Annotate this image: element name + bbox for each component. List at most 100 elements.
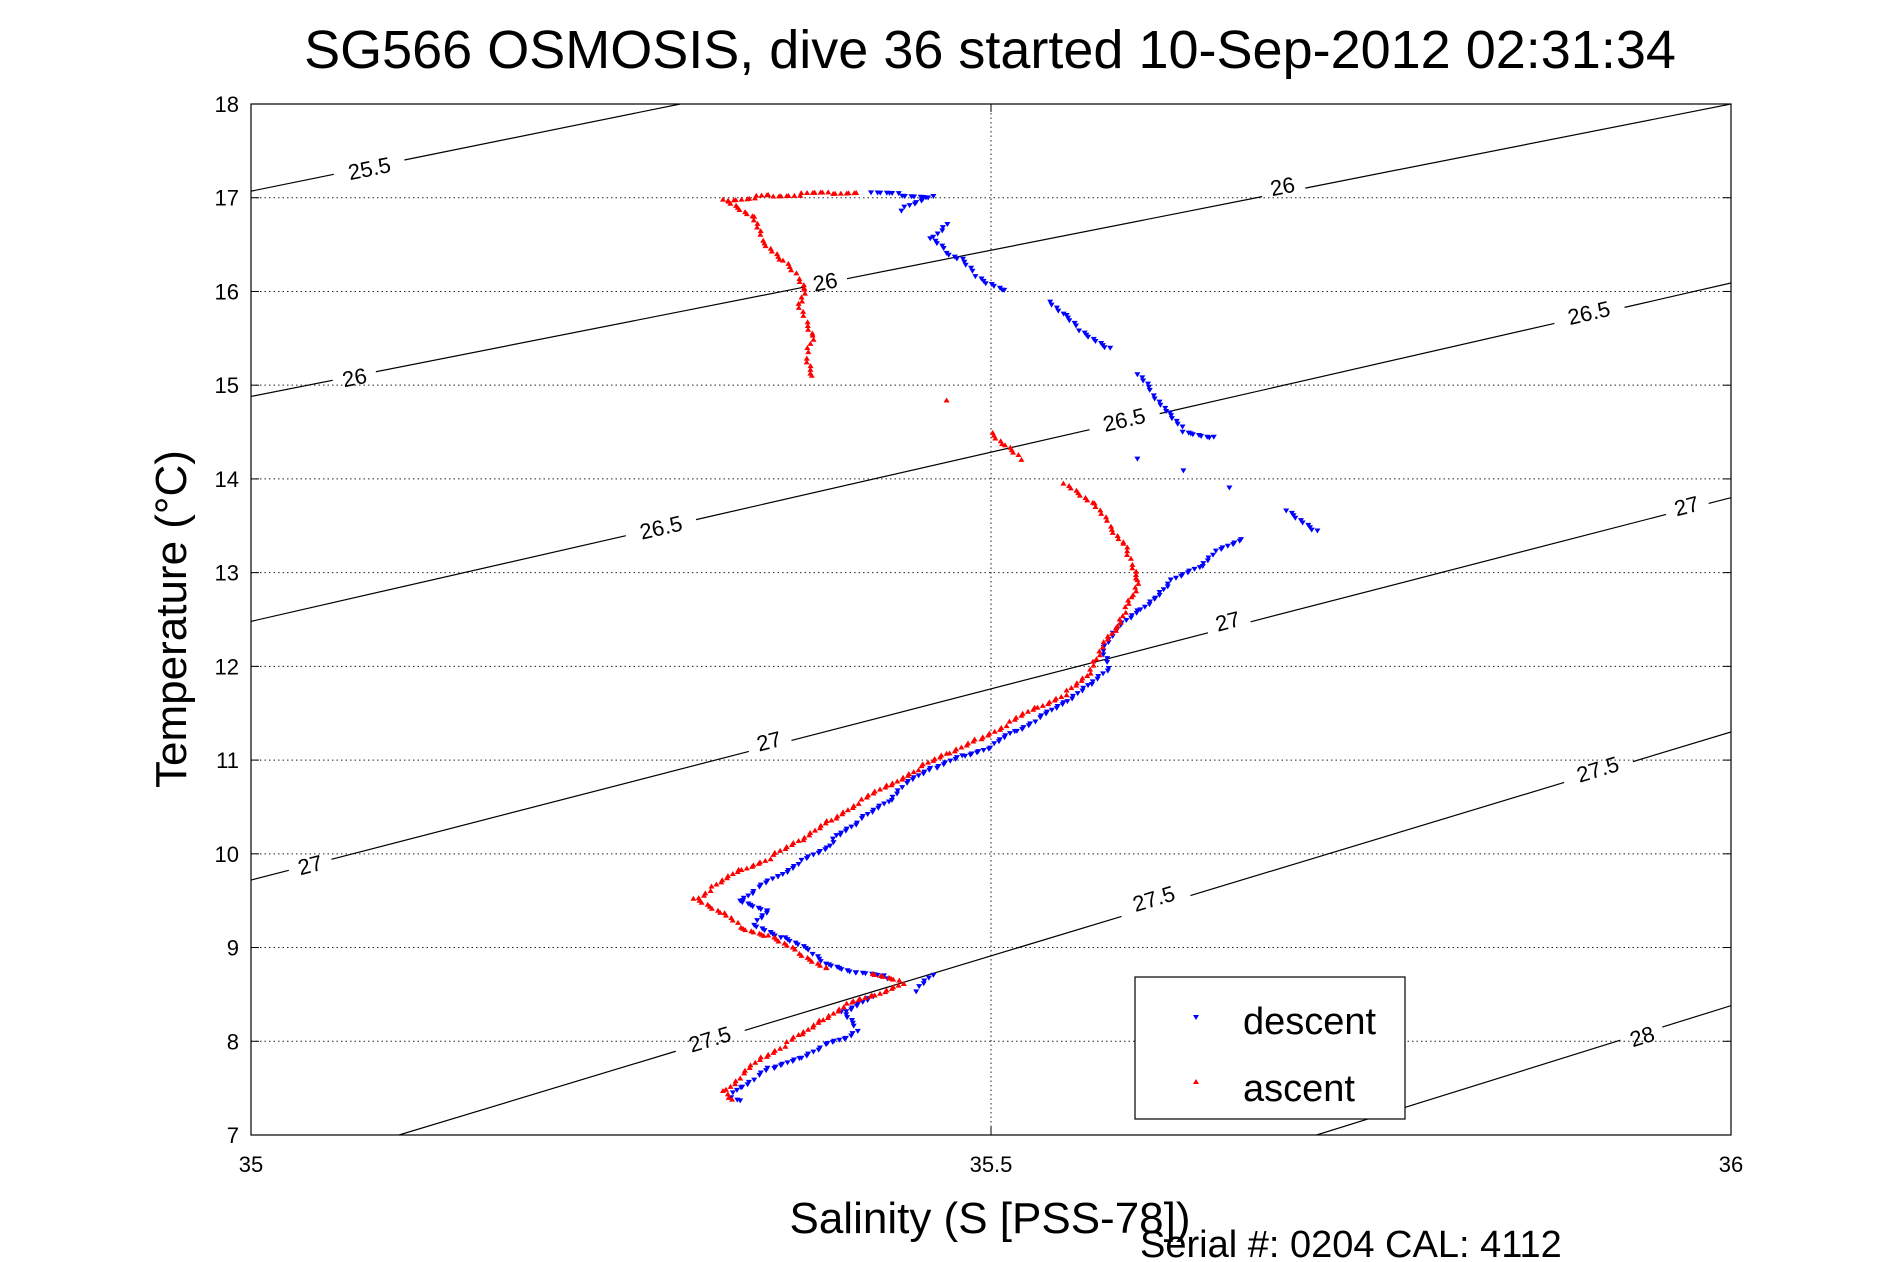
- descent-point: [796, 1056, 803, 1062]
- ascent-point: [795, 300, 802, 306]
- descent-point: [960, 256, 966, 262]
- ascent-point: [1100, 639, 1107, 645]
- descent-point: [795, 861, 802, 867]
- descent-point: [934, 765, 941, 771]
- descent-point: [849, 1017, 855, 1023]
- descent-point: [1069, 693, 1076, 699]
- ascent-point: [1129, 565, 1136, 571]
- descent-point: [846, 969, 853, 975]
- descent-point: [1196, 565, 1203, 571]
- ascent-point: [808, 372, 815, 378]
- ascent-point: [871, 972, 878, 978]
- descent-point: [913, 989, 920, 995]
- ascent-point: [817, 189, 824, 195]
- descent-point: [1100, 648, 1107, 654]
- descent-point: [1174, 421, 1181, 427]
- descent-point: [1167, 410, 1174, 416]
- contour-label: 28: [1627, 1021, 1658, 1052]
- ascent-point: [1093, 656, 1100, 662]
- descent-point: [1001, 287, 1008, 293]
- contour-line-26-5: [1624, 282, 1731, 308]
- descent-point: [939, 225, 946, 231]
- descent-point: [775, 874, 781, 880]
- descent-point: [733, 1087, 740, 1093]
- ascent-point: [1018, 712, 1025, 718]
- ascent-point: [1125, 600, 1132, 606]
- legend-box: [1134, 976, 1406, 1120]
- y-tick-label: 13: [215, 561, 239, 586]
- descent-point: [920, 771, 927, 777]
- y-tick-label: 16: [215, 279, 239, 304]
- descent-point: [1085, 683, 1091, 689]
- ascent-point: [783, 193, 790, 199]
- ascent-point: [717, 909, 724, 915]
- descent-point: [927, 236, 934, 242]
- descent-point: [982, 281, 989, 287]
- descent-point: [805, 947, 812, 953]
- descent-point: [1048, 707, 1055, 713]
- ascent-point: [882, 784, 889, 790]
- descent-point: [940, 762, 947, 768]
- ascent-point: [1104, 636, 1111, 642]
- descent-point: [930, 234, 937, 240]
- ascent-point: [707, 888, 714, 894]
- descent-point: [1007, 731, 1014, 737]
- ascent-point: [900, 980, 907, 986]
- ascent-point: [1103, 517, 1110, 523]
- ascent-point: [805, 1026, 812, 1032]
- y-tick-label: 7: [227, 1123, 239, 1148]
- ascent-point: [798, 952, 805, 958]
- descent-point: [841, 1036, 848, 1042]
- descent-point: [1101, 345, 1108, 351]
- descent-point: [915, 773, 922, 779]
- descent-point: [969, 268, 976, 274]
- descent-point: [784, 1060, 791, 1066]
- contour-label: 27: [754, 726, 784, 756]
- ascent-point: [762, 857, 769, 863]
- descent-point: [1092, 338, 1099, 344]
- descent-point: [1151, 396, 1158, 402]
- ascent-point: [855, 800, 862, 806]
- descent-point: [990, 283, 997, 289]
- contour-line-26: [846, 196, 1263, 280]
- descent-point: [859, 999, 866, 1005]
- descent-point: [916, 984, 923, 990]
- descent-point: [1100, 652, 1107, 658]
- ascent-point: [1127, 555, 1134, 561]
- ascent-point: [763, 1053, 770, 1059]
- contour-label: 27.5: [1130, 881, 1178, 917]
- contour-line-26: [375, 286, 804, 373]
- descent-point: [991, 741, 998, 747]
- ascent-point: [1084, 673, 1091, 679]
- descent-point: [1210, 434, 1217, 440]
- descent-point: [1168, 416, 1175, 422]
- ascent-point: [839, 811, 846, 817]
- descent-point: [1107, 345, 1114, 351]
- ascent-point: [785, 260, 792, 266]
- ascent-point: [1108, 630, 1115, 636]
- descent-point: [881, 801, 888, 807]
- ascent-point: [1124, 548, 1131, 554]
- descent-point: [1105, 640, 1112, 646]
- descent-point: [1230, 542, 1237, 548]
- ascent-point: [808, 958, 815, 964]
- ascent-point: [991, 728, 998, 734]
- descent-point: [761, 928, 768, 934]
- ascent-point: [1063, 687, 1070, 693]
- ascent-point: [799, 1031, 806, 1037]
- ascent-point: [1125, 597, 1132, 603]
- ascent-point: [729, 871, 736, 877]
- ascent-point: [770, 851, 777, 857]
- descent-point: [1047, 299, 1054, 305]
- descent-point: [794, 942, 801, 948]
- descent-point: [763, 1068, 770, 1074]
- descent-point: [789, 1058, 796, 1064]
- ascent-point: [1010, 449, 1017, 455]
- descent-point: [1104, 656, 1111, 662]
- ascent-point: [776, 193, 783, 199]
- descent-point: [869, 809, 876, 815]
- ascent-point: [830, 1010, 837, 1016]
- descent-point: [1069, 696, 1076, 702]
- descent-point: [940, 246, 947, 252]
- descent-point: [1236, 538, 1243, 544]
